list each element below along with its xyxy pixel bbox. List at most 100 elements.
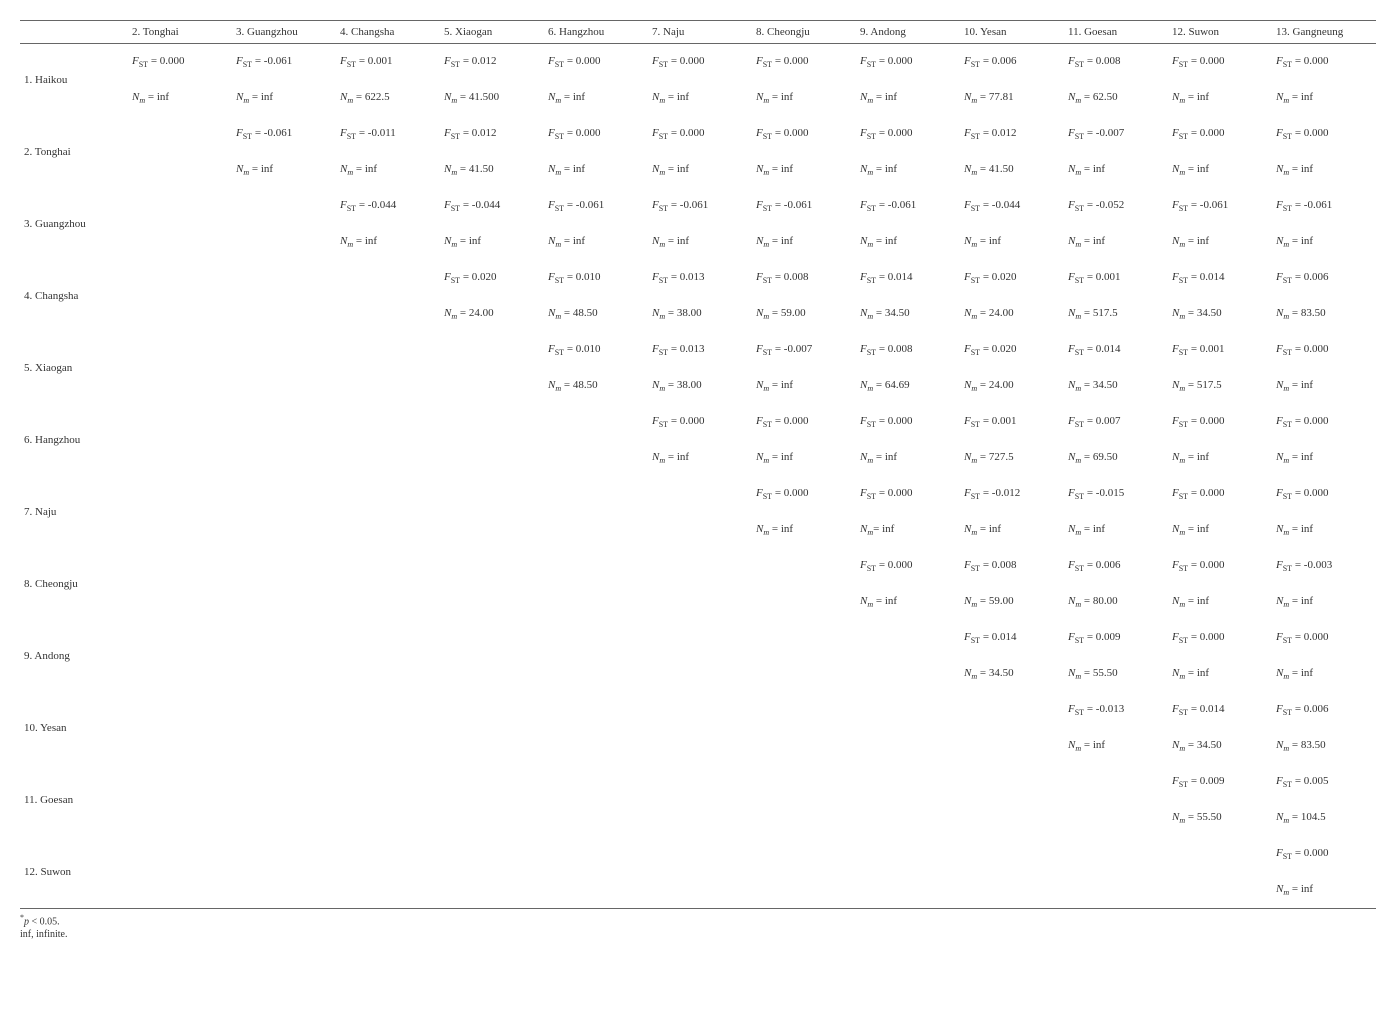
table-row: 1. HaikouFST = 0.000FST = -0.061FST = 0.… [20, 44, 1376, 81]
nm-cell: Nm = 38.00 [648, 296, 752, 332]
column-header: 7. Naju [648, 21, 752, 44]
fst-cell: FST = 0.000 [1272, 620, 1376, 656]
fst-cell [440, 548, 544, 584]
fst-cell: FST = 0.000 [856, 404, 960, 440]
nm-cell: Nm = 62.50 [1064, 80, 1168, 116]
fst-cell: FST = -0.044 [336, 188, 440, 224]
fst-cell [752, 548, 856, 584]
column-header: 6. Hangzhou [544, 21, 648, 44]
fst-cell: FST = 0.000 [1272, 44, 1376, 81]
nm-cell: Nm = 34.50 [1064, 368, 1168, 404]
fst-cell: FST = 0.000 [1168, 116, 1272, 152]
nm-cell [440, 800, 544, 836]
nm-cell: Nm = 48.50 [544, 296, 648, 332]
nm-cell: Nm = inf [1272, 80, 1376, 116]
fst-cell: FST = -0.012 [960, 476, 1064, 512]
nm-cell [128, 728, 232, 764]
fst-cell: FST = 0.000 [752, 44, 856, 81]
nm-cell [752, 584, 856, 620]
fst-cell [752, 764, 856, 800]
nm-cell: Nm = 24.00 [440, 296, 544, 332]
nm-cell: Nm = inf [232, 80, 336, 116]
nm-cell [1168, 872, 1272, 909]
nm-cell: Nm = 59.00 [752, 296, 856, 332]
fst-cell: FST = 0.010 [544, 332, 648, 368]
nm-cell: Nm = inf [1272, 512, 1376, 548]
nm-cell: Nm = inf [856, 80, 960, 116]
fst-cell: FST = -0.015 [1064, 476, 1168, 512]
nm-cell: Nm = inf [648, 80, 752, 116]
nm-cell: Nm = 24.00 [960, 296, 1064, 332]
fst-cell [1064, 836, 1168, 872]
nm-cell: Nm = inf [1168, 512, 1272, 548]
table-row: Nm = 55.50Nm = 104.5 [20, 800, 1376, 836]
fst-cell [856, 620, 960, 656]
fst-cell: FST = 0.000 [1272, 332, 1376, 368]
fst-cell [232, 260, 336, 296]
fst-cell [544, 548, 648, 584]
table-row: 6. HangzhouFST = 0.000FST = 0.000FST = 0… [20, 404, 1376, 440]
row-label: 5. Xiaogan [20, 332, 128, 404]
fst-cell [648, 548, 752, 584]
table-row: Nm = infNm = infNm = 622.5Nm = 41.500Nm … [20, 80, 1376, 116]
nm-cell: Nm = inf [1168, 80, 1272, 116]
nm-cell: Nm = inf [648, 440, 752, 476]
nm-cell: Nm = 34.50 [856, 296, 960, 332]
nm-cell: Nm = 34.50 [1168, 296, 1272, 332]
row-label: 12. Suwon [20, 836, 128, 909]
fst-cell [232, 404, 336, 440]
nm-cell [752, 872, 856, 909]
row-label: 7. Naju [20, 476, 128, 548]
nm-cell [232, 800, 336, 836]
nm-cell [232, 872, 336, 909]
fst-cell: FST = 0.000 [1168, 404, 1272, 440]
table-header: 2. Tonghai3. Guangzhou4. Changsha5. Xiao… [20, 21, 1376, 44]
nm-cell: Nm = inf [1064, 224, 1168, 260]
fst-cell [440, 620, 544, 656]
fst-cell: FST = 0.000 [1272, 836, 1376, 872]
nm-cell [336, 296, 440, 332]
nm-cell [648, 872, 752, 909]
fst-cell: FST = 0.000 [752, 476, 856, 512]
fst-cell: FST = -0.061 [232, 44, 336, 81]
nm-cell [128, 800, 232, 836]
table-row: Nm = infNm = 34.50Nm = 83.50 [20, 728, 1376, 764]
fst-cell: FST = -0.061 [648, 188, 752, 224]
nm-cell: Nm = inf [752, 512, 856, 548]
nm-cell [232, 728, 336, 764]
nm-cell: Nm = inf [1272, 224, 1376, 260]
nm-cell: Nm = inf [960, 224, 1064, 260]
fst-cell: FST = 0.000 [544, 116, 648, 152]
fst-cell [128, 764, 232, 800]
fst-cell [128, 548, 232, 584]
nm-cell [336, 800, 440, 836]
fst-cell [128, 260, 232, 296]
nm-cell: Nm = 34.50 [960, 656, 1064, 692]
nm-cell: Nm = 69.50 [1064, 440, 1168, 476]
nm-cell: Nm = 41.50 [440, 152, 544, 188]
nm-cell: Nm = inf [856, 440, 960, 476]
fst-cell: FST = -0.013 [1064, 692, 1168, 728]
nm-cell: Nm = inf [752, 440, 856, 476]
fst-cell: FST = 0.010 [544, 260, 648, 296]
column-header: 10. Yesan [960, 21, 1064, 44]
fst-cell: FST = 0.000 [1272, 476, 1376, 512]
nm-cell: Nm = inf [544, 224, 648, 260]
nm-cell: Nm = 38.00 [648, 368, 752, 404]
nm-cell [544, 512, 648, 548]
nm-cell [128, 656, 232, 692]
nm-cell: Nm = inf [544, 152, 648, 188]
fst-cell [128, 332, 232, 368]
footnote-p-rest: < 0.05. [29, 916, 60, 927]
fst-cell: FST = 0.014 [1168, 260, 1272, 296]
fst-cell: FST = -0.061 [544, 188, 648, 224]
nm-cell [960, 872, 1064, 909]
fst-cell [440, 836, 544, 872]
nm-cell [232, 584, 336, 620]
nm-cell [440, 440, 544, 476]
nm-cell: Nm = inf [128, 80, 232, 116]
nm-cell [128, 440, 232, 476]
nm-cell [440, 368, 544, 404]
fst-cell: FST = 0.006 [960, 44, 1064, 81]
table-row: 10. YesanFST = -0.013FST = 0.014FST = 0.… [20, 692, 1376, 728]
